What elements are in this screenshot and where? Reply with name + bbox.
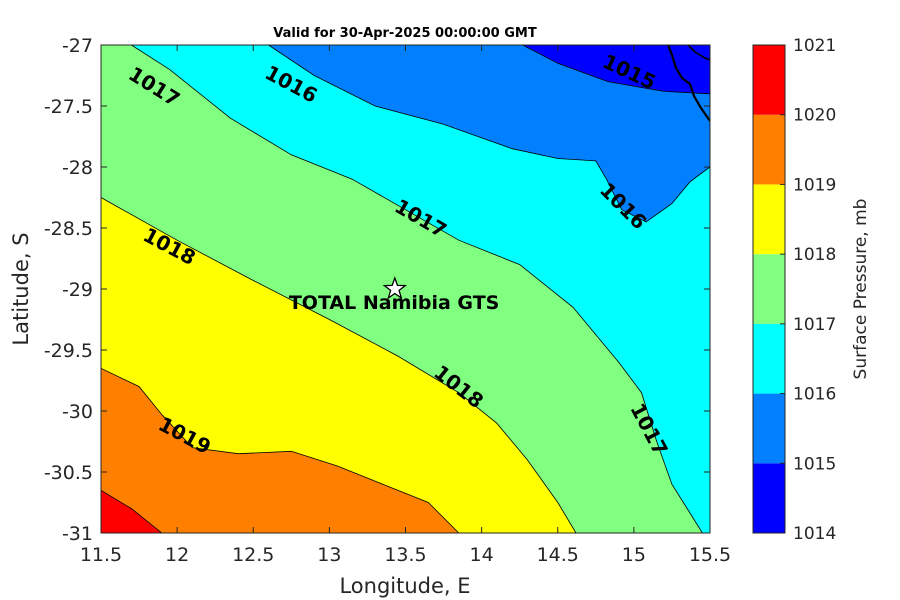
x-tick-label: 12.5 [232,544,274,566]
colorbar-swatch-1015 [753,393,785,464]
band-1018 [101,45,576,533]
y-tick-label: -27.5 [44,96,93,118]
colorbar-tick-label: 1017 [793,315,836,335]
colorbar-tick-label: 1020 [793,106,836,126]
y-tick-label: -30.5 [44,462,93,484]
x-tick-label: 13.5 [384,544,426,566]
site-label: TOTAL Namibia GTS [289,292,500,314]
y-axis-label: Latitude, S [9,232,33,345]
pressure-bands [101,45,710,533]
y-axis: -27 -27.5 -28 -28.5 -29 -29.5 -30 -30.5 -31 [44,35,710,545]
y-tick-label: -30 [62,401,93,423]
colorbar-swatch-1019 [753,114,785,185]
coastline [666,45,710,122]
star-icon [382,276,408,300]
isobar-1017 [131,45,703,533]
colorbar-label: Surface Pressure, mb [851,199,871,380]
colorbar-swatch-1014 [753,463,785,533]
isobar-1019 [101,367,460,533]
colorbar-tick-label: 1014 [793,524,836,544]
isobar-lines [101,45,710,533]
x-tick-label: 15 [622,544,646,566]
y-tick-label: -29 [62,279,93,301]
x-axis-label: Longitude, E [339,574,470,598]
colorbar-swatch-1020 [753,45,785,115]
y-tick-label: -27 [62,35,93,57]
isobar-1015 [522,45,710,95]
isobar-1016 [268,45,710,223]
colorbar-swatch-1018 [753,184,785,255]
colorbar: 1014 1015 1016 1017 1018 1019 1020 1021 [752,36,836,544]
colorbar-swatch-1017 [753,254,785,324]
band-1019 [101,45,459,533]
colorbar-swatch-1016 [753,323,785,394]
x-tick-label: 14 [470,544,494,566]
colorbar-tick-label: 1016 [793,385,836,405]
y-tick-label: -28.5 [44,218,93,240]
isobar-1020 [101,489,163,533]
y-tick-label: -29.5 [44,340,93,362]
x-axis: 11.5 12 12.5 13 13.5 14 14.5 15 15.5 [80,45,731,566]
colorbar-tick-label: 1021 [793,36,836,56]
x-tick-label: 13 [317,544,341,566]
colorbar-tick-label: 1019 [793,175,836,195]
colorbar-frame [752,44,786,534]
chart-title: Valid for 30-Apr-2025 00:00:00 GMT [273,26,537,41]
isobar-1018 [101,197,577,533]
x-tick-label: 15.5 [689,544,731,566]
x-tick-label: 11.5 [80,544,122,566]
y-tick-label: -28 [62,157,93,179]
y-tick-label: -31 [62,523,93,545]
colorbar-tick-label: 1015 [793,454,836,474]
x-tick-label: 14.5 [537,544,579,566]
colorbar-tick-label: 1018 [793,245,836,265]
site-marker: TOTAL Namibia GTS [289,276,500,314]
x-tick-label: 12 [165,544,189,566]
